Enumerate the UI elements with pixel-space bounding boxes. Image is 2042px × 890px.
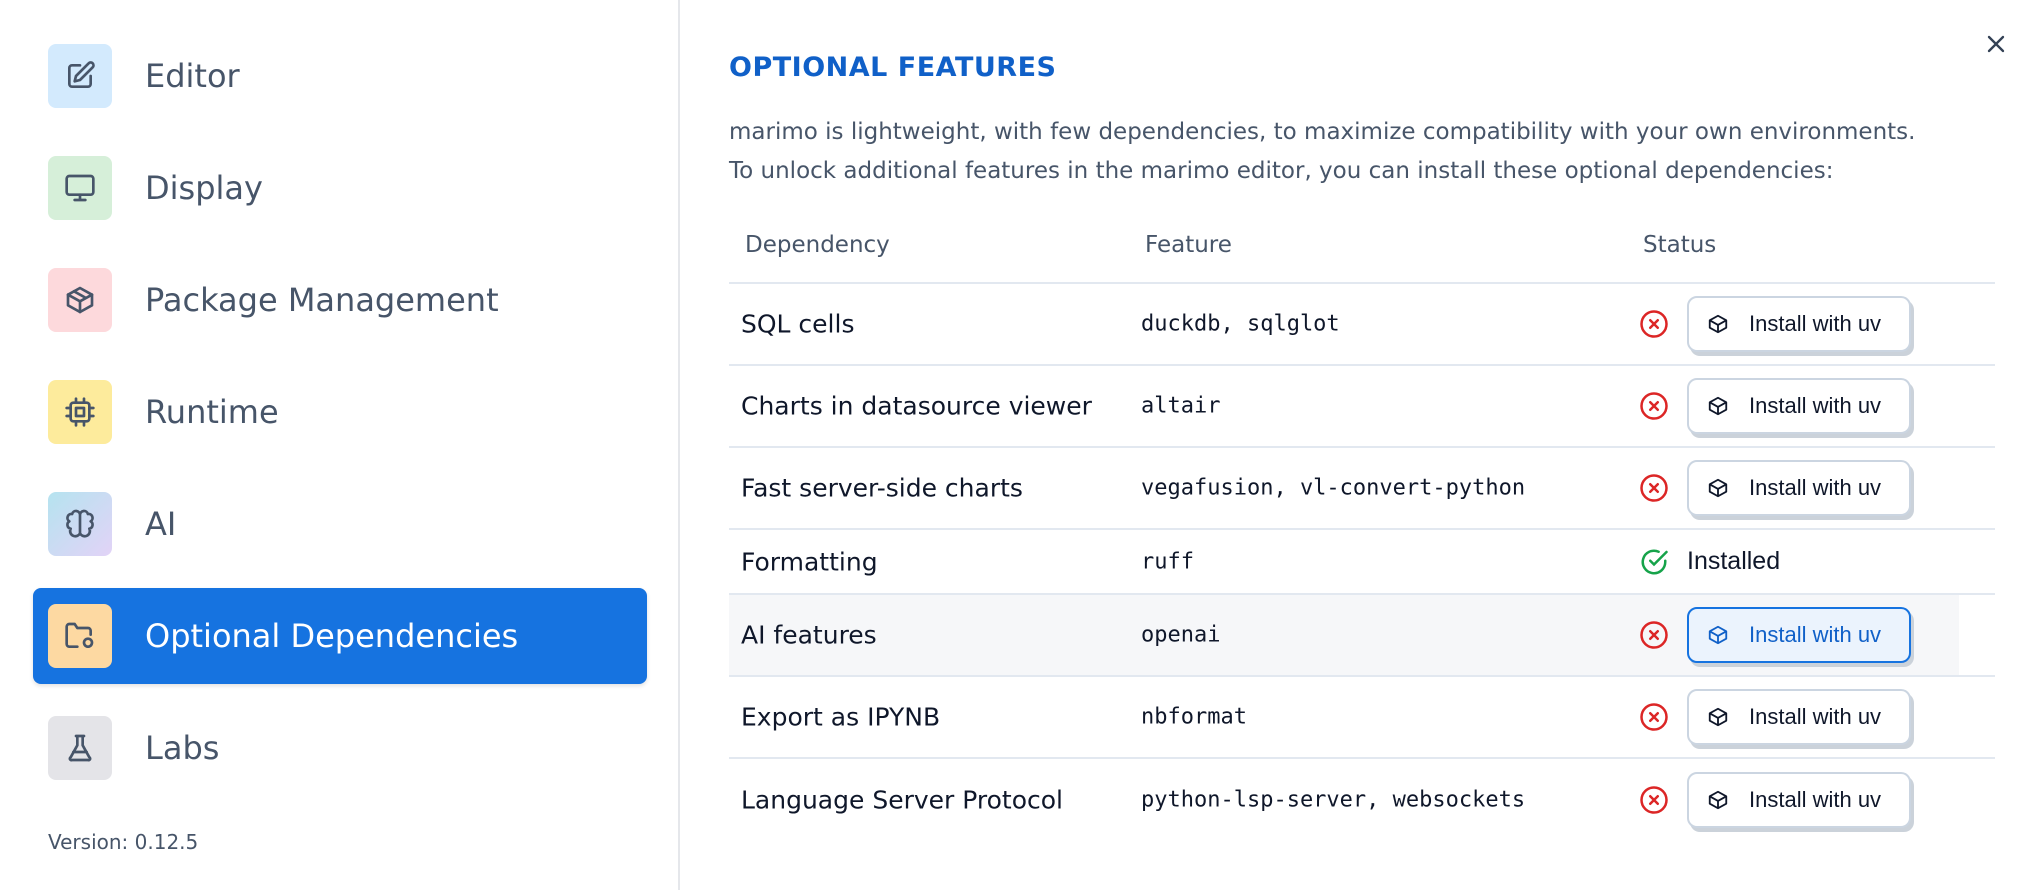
dependency-name: Charts in datasource viewer [741,391,1092,421]
feature-packages: altair [1141,393,1221,419]
version-label: Version: 0.12.5 [48,830,199,854]
x-circle-icon [1640,310,1668,338]
status-cell: Install with uv [1639,689,1911,745]
install-button-label: Install with uv [1749,311,1882,336]
sidebar-item-optional-dependencies[interactable]: Optional Dependencies [33,588,647,684]
sidebar-item-label: Package Management [145,281,499,319]
status-cell: Install with uv [1639,607,1911,663]
install-button-label: Install with uv [1749,704,1882,729]
x-circle-icon [1640,474,1668,502]
table-row: SQL cells duckdb, sqlglot Install with uv [729,284,1995,366]
install-with-uv-button[interactable]: Install with uv [1687,772,1911,828]
package-icon [1708,396,1728,416]
table-header: Dependency Feature Status [729,222,1995,284]
sidebar-item-package-management[interactable]: Package Management [33,252,647,348]
sidebar-item-editor[interactable]: Editor [33,28,647,124]
table-row: Fast server-side charts vegafusion, vl-co… [729,448,1995,530]
sidebar-item-label: Editor [145,57,240,95]
dependency-name: Fast server-side charts [741,473,1023,503]
sidebar-item-label: Optional Dependencies [145,617,519,655]
x-circle-icon [1640,392,1668,420]
page-title: OPTIONAL FEATURES [729,52,1057,83]
check-circle-icon [1641,549,1668,574]
table-row: Charts in datasource viewer altair Install… [729,366,1995,448]
description-line: marimo is lightweight, with few dependen… [729,119,1916,145]
column-feature: Feature [1145,232,1232,258]
install-button-label: Install with uv [1749,787,1882,812]
description: marimo is lightweight, with few dependen… [729,113,2009,191]
feature-packages: vegafusion, vl-convert-python [1141,475,1526,501]
package-icon [48,268,112,332]
x-circle-icon [1640,786,1668,814]
install-button-label: Install with uv [1749,475,1882,500]
table-row: Export as IPYNB nbformat Install with uv [729,677,1995,759]
cpu-icon [48,380,112,444]
description-line: To unlock additional features in the mar… [729,158,1834,184]
install-with-uv-button[interactable]: Install with uv [1687,378,1911,434]
table-row: Language Server Protocol python-lsp-serve… [729,759,1995,841]
folder-cog-icon [48,604,112,668]
sidebar-item-display[interactable]: Display [33,140,647,236]
package-icon [1708,707,1728,727]
dependency-name: Export as IPYNB [741,702,941,732]
sidebar-item-label: Runtime [145,393,279,431]
x-circle-icon [1640,703,1668,731]
install-button-label: Install with uv [1749,622,1882,647]
package-icon [1708,790,1728,810]
feature-packages: openai [1141,622,1221,648]
brain-icon [48,492,112,556]
dependency-name: Formatting [741,547,878,576]
sidebar-item-ai[interactable]: AI [33,476,647,572]
package-icon [1708,314,1728,334]
feature-packages: duckdb, sqlglot [1141,311,1340,337]
status-cell: Install with uv [1639,296,1911,352]
feature-packages: ruff [1141,549,1194,574]
status-cell: Install with uv [1639,460,1911,516]
installed-label: Installed [1687,547,1781,575]
flask-icon [48,716,112,780]
feature-packages: nbformat [1141,704,1247,730]
sidebar-item-label: Labs [145,729,220,767]
install-button-label: Install with uv [1749,393,1882,418]
edit-icon [48,44,112,108]
status-cell: Install with uv [1639,378,1911,434]
settings-sidebar: Editor Display Package Management Runtime AI… [0,0,680,890]
dependency-name: Language Server Protocol [741,785,1063,815]
monitor-icon [48,156,112,220]
feature-packages: python-lsp-server, websockets [1141,787,1526,813]
dependency-name: SQL cells [741,309,855,339]
x-circle-icon [1640,621,1668,649]
sidebar-item-label: Display [145,169,263,207]
column-dependency: Dependency [745,232,890,258]
table-row: Formatting ruff Installed [729,530,1995,595]
package-icon [1708,625,1728,645]
dependencies-table: Dependency Feature Status SQL cells duckd… [729,222,1995,841]
table-row: AI features openai Install with uv [729,595,1995,677]
package-icon [1708,478,1728,498]
close-icon[interactable] [1982,30,2010,58]
sidebar-item-label: AI [145,505,177,543]
sidebar-item-runtime[interactable]: Runtime [33,364,647,460]
dependency-name: AI features [741,620,877,650]
column-status: Status [1643,232,1717,258]
install-with-uv-button[interactable]: Install with uv [1687,689,1911,745]
install-with-uv-button[interactable]: Install with uv [1687,607,1911,663]
status-cell: Installed [1639,547,1780,577]
install-with-uv-button[interactable]: Install with uv [1687,460,1911,516]
sidebar-item-labs[interactable]: Labs [33,700,647,796]
status-cell: Install with uv [1639,772,1911,828]
install-with-uv-button[interactable]: Install with uv [1687,296,1911,352]
